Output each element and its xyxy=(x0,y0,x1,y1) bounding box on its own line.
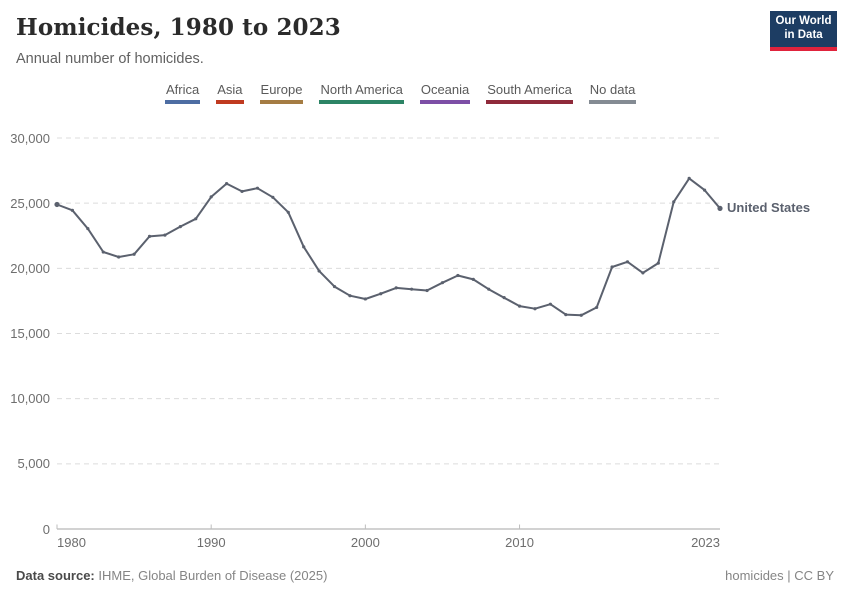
data-point xyxy=(302,245,306,249)
legend-color-swatch xyxy=(165,100,201,104)
legend-item-south-america[interactable]: South America xyxy=(486,82,573,104)
y-axis-tick-label: 15,000 xyxy=(10,326,50,341)
legend-item-africa[interactable]: Africa xyxy=(165,82,201,104)
data-point xyxy=(595,305,599,310)
data-point xyxy=(255,186,260,190)
data-point xyxy=(101,250,105,254)
data-point xyxy=(147,234,152,239)
data-point xyxy=(117,255,121,259)
data-source-note: Data source: IHME, Global Burden of Dise… xyxy=(16,568,327,583)
data-point xyxy=(517,304,522,308)
legend-label: Africa xyxy=(166,82,200,97)
data-point xyxy=(625,260,630,264)
data-point xyxy=(672,200,676,204)
data-point xyxy=(564,313,568,317)
data-point xyxy=(440,281,445,285)
data-point xyxy=(610,265,614,269)
y-axis-tick-label: 20,000 xyxy=(10,260,50,276)
legend-label: Europe xyxy=(260,82,303,97)
legend-color-swatch xyxy=(216,100,244,104)
data-point-endpoint xyxy=(717,205,723,211)
y-axis-tick-label: 0 xyxy=(42,521,50,537)
data-point xyxy=(163,233,167,237)
legend-label: Oceania xyxy=(420,82,470,97)
data-point xyxy=(70,208,75,212)
y-axis-tick-label: 25,000 xyxy=(10,195,50,211)
legend-item-no-data[interactable]: No data xyxy=(588,82,637,104)
data-point xyxy=(656,261,660,265)
data-point xyxy=(425,288,429,293)
x-axis-tick-label: 2000 xyxy=(350,535,380,550)
data-source-label: Data source: xyxy=(16,568,95,583)
data-point xyxy=(225,182,229,186)
data-point xyxy=(533,307,537,311)
x-axis-tick-label: 1990 xyxy=(196,535,226,550)
legend-color-swatch xyxy=(486,100,573,104)
page-title: Homicides, 1980 to 2023 xyxy=(16,14,341,41)
legend-color-swatch xyxy=(419,100,471,104)
chart-subtitle: Annual number of homicides. xyxy=(16,51,204,67)
data-point xyxy=(240,189,244,194)
data-point xyxy=(178,225,182,229)
data-point xyxy=(410,287,414,291)
data-point xyxy=(209,195,213,199)
data-point xyxy=(194,217,198,221)
legend-label: Asia xyxy=(217,82,243,97)
owid-logo-line2: in Data xyxy=(784,29,823,41)
data-point xyxy=(286,210,290,214)
data-point xyxy=(332,284,337,289)
data-point xyxy=(348,294,352,298)
legend-label: South America xyxy=(487,82,572,97)
legend-item-asia[interactable]: Asia xyxy=(216,82,244,104)
owid-logo-line1: Our World xyxy=(775,15,832,28)
data-point xyxy=(317,269,321,273)
x-axis-tick-label: 2010 xyxy=(505,535,535,550)
data-point xyxy=(363,297,367,301)
data-point-endpoint xyxy=(54,201,60,208)
data-point xyxy=(271,195,275,199)
legend-label: North America xyxy=(320,82,403,97)
data-point xyxy=(132,252,136,256)
legend-color-swatch xyxy=(259,100,304,104)
y-axis-tick-label: 5,000 xyxy=(17,456,50,472)
legend-item-europe[interactable]: Europe xyxy=(259,82,304,104)
us-homicides-line xyxy=(56,177,721,317)
y-axis-tick-label: 10,000 xyxy=(10,391,50,407)
owid-logo[interactable]: Our World in Data xyxy=(770,11,837,51)
data-point xyxy=(702,188,707,192)
legend-color-swatch xyxy=(319,100,404,104)
legend-label: No data xyxy=(589,82,636,97)
data-point xyxy=(687,176,691,181)
legend: Africa Asia Europe North America Oceania Sout… xyxy=(165,82,637,104)
x-axis-tick-label: 2023 xyxy=(691,535,720,550)
legend-color-swatch xyxy=(588,100,637,104)
data-point xyxy=(456,273,460,278)
footer-license[interactable]: homicides | CC BY xyxy=(725,568,834,583)
data-point xyxy=(641,271,645,275)
chart-footer: Data source: IHME, Global Burden of Dise… xyxy=(16,568,834,583)
legend-item-oceania[interactable]: Oceania xyxy=(419,82,471,104)
data-point xyxy=(548,302,552,306)
y-axis-tick-label: 30,000 xyxy=(10,130,50,146)
legend-item-north-america[interactable]: North America xyxy=(319,82,404,104)
data-point xyxy=(502,296,506,300)
data-point xyxy=(86,226,90,231)
x-axis-tick-label: 1980 xyxy=(57,535,86,550)
data-point xyxy=(379,292,383,296)
series-label-united-states: United States xyxy=(727,200,811,216)
data-point xyxy=(487,287,491,291)
data-point xyxy=(471,277,475,282)
data-point xyxy=(394,286,398,290)
data-point xyxy=(579,313,583,317)
data-source-value: IHME, Global Burden of Disease (2025) xyxy=(98,568,328,583)
